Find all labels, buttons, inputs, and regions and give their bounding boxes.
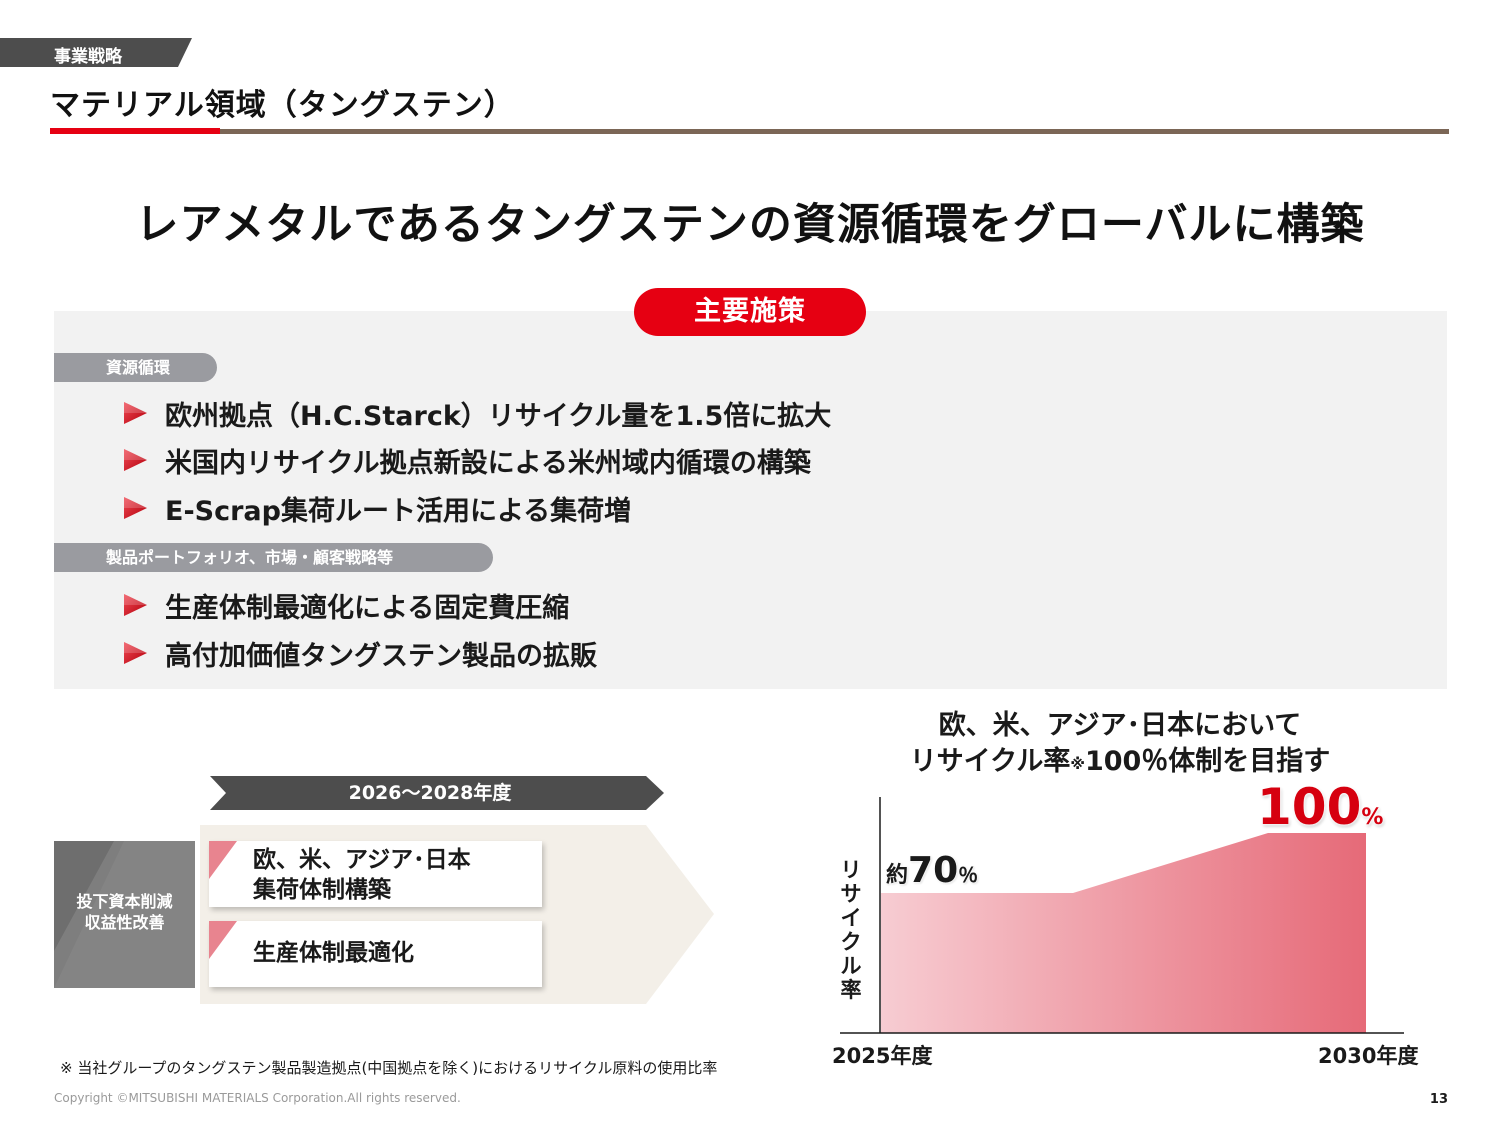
section-tag-label: 事業戦略 xyxy=(54,47,122,67)
measure-item-text: 欧州拠点（H.C.Starck）リサイクル量を1.5倍に拡大 xyxy=(165,400,832,432)
measure-item: 米国内リサイクル拠点新設による米州域内循環の構築 xyxy=(122,443,811,479)
red-triangle-bullet-icon xyxy=(124,402,147,424)
period-label: 2026～2028年度 xyxy=(348,782,512,804)
chart-title-text: 100％体制を目指す xyxy=(1084,746,1331,777)
step-line: 欧、米、アジア･日本 xyxy=(253,847,471,873)
category-tag-resource-circulation: 資源循環 xyxy=(54,353,217,382)
goal-text: 投下資本削減 収益性改善 xyxy=(54,891,195,933)
goal-line: 収益性改善 xyxy=(84,913,165,932)
card-corner-mark xyxy=(209,841,237,879)
measure-item: 生産体制最適化による固定費圧縮 xyxy=(122,588,570,624)
red-triangle-bullet-icon xyxy=(124,497,147,519)
page-title: マテリアル領域（タングステン） xyxy=(50,88,515,123)
footnote: ※ 当社グループのタングステン製品製造拠点(中国拠点を除く)におけるリサイクル原… xyxy=(60,1059,718,1077)
section-tag: 事業戦略 xyxy=(0,38,192,67)
chart-title-line: リサイクル率※100％体制を目指す xyxy=(830,744,1410,780)
footnote-mark: ※ xyxy=(1070,755,1085,773)
roadmap-step-card: 生産体制最適化 xyxy=(209,921,542,987)
red-triangle-bullet-icon xyxy=(124,594,147,616)
measures-panel xyxy=(54,311,1447,689)
measure-item: 欧州拠点（H.C.Starck）リサイクル量を1.5倍に拡大 xyxy=(122,396,832,432)
y-label-char: ル xyxy=(840,954,862,978)
data-label-value: 100 xyxy=(1257,778,1362,836)
data-label-prefix: 約 xyxy=(886,863,909,888)
step-text: 欧、米、アジア･日本 集荷体制構築 xyxy=(253,845,471,905)
chart-y-label: リ サ イ ク ル 率 xyxy=(840,858,862,1002)
card-corner-mark xyxy=(209,921,237,959)
title-rule xyxy=(220,129,1449,134)
period-banner: 2026～2028年度 xyxy=(210,776,664,810)
chart-title-line: 欧、米、アジア･日本において xyxy=(938,710,1302,741)
measure-item-text: E-Scrap集荷ルート活用による集荷増 xyxy=(165,495,632,527)
measure-item-text: 高付加価値タングステン製品の拡販 xyxy=(165,640,597,672)
page-number: 13 xyxy=(1429,1092,1448,1107)
data-label-unit: % xyxy=(1361,805,1384,830)
chart-title: 欧、米、アジア･日本において リサイクル率※100％体制を目指す xyxy=(830,708,1410,780)
data-label-value: 70 xyxy=(908,850,959,891)
step-line: 集荷体制構築 xyxy=(253,877,391,903)
step-line: 生産体制最適化 xyxy=(253,940,414,966)
headline: レアメタルであるタングステンの資源循環をグローバルに構築 xyxy=(135,200,1365,250)
step-text: 生産体制最適化 xyxy=(253,938,414,968)
chart-x-tick-label: 2030年度 xyxy=(1318,1044,1419,1068)
measure-item-text: 米国内リサイクル拠点新設による米州域内循環の構築 xyxy=(165,447,811,479)
y-label-char: リ xyxy=(840,858,862,882)
red-triangle-bullet-icon xyxy=(124,449,147,471)
y-label-char: イ xyxy=(840,906,862,930)
measures-pill: 主要施策 xyxy=(634,288,866,336)
roadmap-step-card: 欧、米、アジア･日本 集荷体制構築 xyxy=(209,841,542,907)
copyright: Copyright ©MITSUBISHI MATERIALS Corporat… xyxy=(54,1091,461,1105)
chart-title-text: リサイクル率 xyxy=(909,746,1071,777)
chart-data-label-end: 100% xyxy=(1257,778,1383,836)
data-label-unit: ％ xyxy=(958,863,979,887)
goal-line: 投下資本削減 xyxy=(76,892,173,911)
measure-item: 高付加価値タングステン製品の拡販 xyxy=(122,636,597,672)
chart-data-label-start: 約70％ xyxy=(886,850,978,891)
measure-item: E-Scrap集荷ルート活用による集荷増 xyxy=(122,491,632,527)
measure-item-text: 生産体制最適化による固定費圧縮 xyxy=(165,592,570,624)
chart-x-tick-label: 2025年度 xyxy=(832,1044,933,1068)
y-label-char: サ xyxy=(840,882,862,906)
category-tag-portfolio-strategy: 製品ポートフォリオ、市場・顧客戦略等 xyxy=(54,543,493,572)
title-rule-accent xyxy=(50,128,220,134)
goal-box: 投下資本削減 収益性改善 xyxy=(54,841,195,988)
y-label-char: ク xyxy=(840,930,862,954)
red-triangle-bullet-icon xyxy=(124,642,147,664)
y-label-char: 率 xyxy=(840,978,862,1002)
